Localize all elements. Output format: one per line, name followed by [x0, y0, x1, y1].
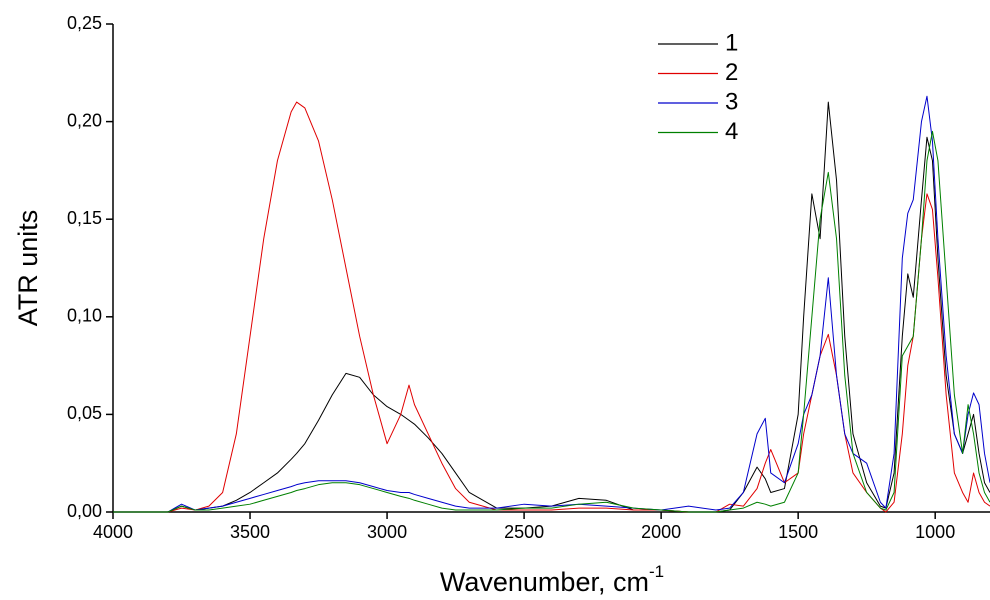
- x-axis-title-sup: -1: [649, 562, 664, 581]
- x-tick-label: 1000: [915, 522, 955, 542]
- series-line: [113, 95, 990, 513]
- y-tick-label: 0,20: [67, 110, 102, 130]
- x-tick-label: 4000: [93, 522, 133, 542]
- legend-label: 4: [725, 118, 738, 145]
- x-tick-label: 3000: [367, 522, 407, 542]
- y-tick-label: 0,05: [67, 403, 102, 423]
- y-tick-label: 0,25: [67, 13, 102, 33]
- y-axis-title: ATR units: [13, 210, 43, 327]
- x-tick-label: 2000: [641, 522, 681, 542]
- x-axis-title-text: Wavenumber, cm: [440, 567, 649, 597]
- y-tick-label: 0,10: [67, 306, 102, 326]
- x-tick-label: 3500: [230, 522, 270, 542]
- x-tick-label: 2500: [504, 522, 544, 542]
- series-line: [113, 130, 990, 513]
- y-tick-label: 0,15: [67, 208, 102, 228]
- legend-label: 1: [725, 29, 738, 56]
- y-tick-label: 0,00: [67, 501, 102, 521]
- legend-label: 2: [725, 59, 738, 86]
- series-line: [113, 101, 990, 513]
- x-tick-label: 1500: [778, 522, 818, 542]
- x-axis-title: Wavenumber, cm-1: [440, 562, 664, 597]
- series-line: [113, 101, 990, 513]
- legend-label: 3: [725, 88, 738, 115]
